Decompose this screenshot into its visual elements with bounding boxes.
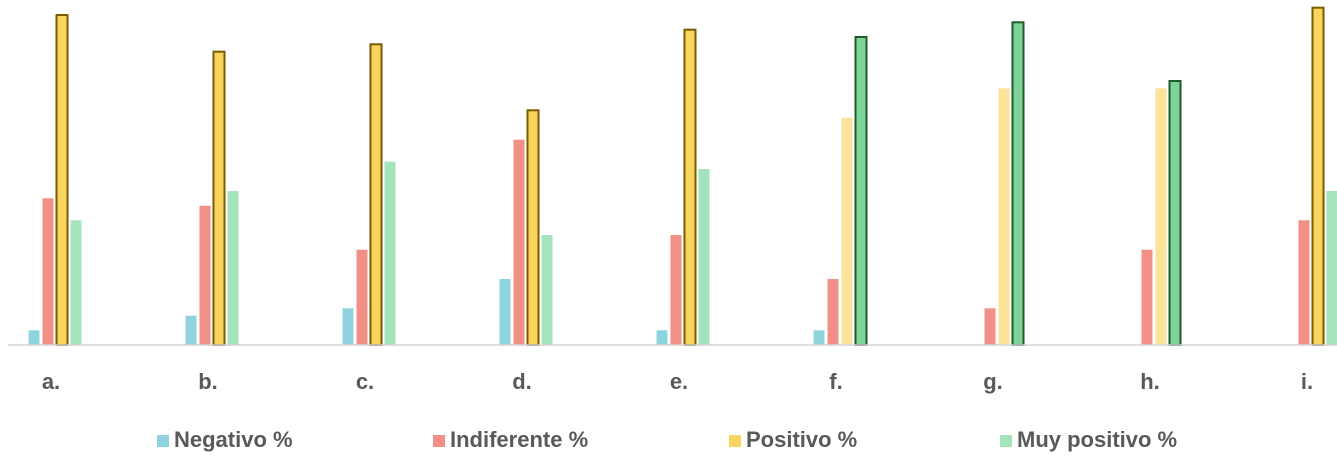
bar-indiferente-i bbox=[1298, 220, 1310, 345]
bar-positivo-g bbox=[998, 88, 1010, 346]
legend-label-indiferente: Indiferente % bbox=[450, 427, 588, 452]
bar-indiferente-b bbox=[199, 205, 211, 345]
legend-swatch-positivo bbox=[729, 435, 741, 447]
x-tick-label-b: b. bbox=[198, 369, 218, 394]
x-tick-label-g: g. bbox=[983, 369, 1003, 394]
bar-positivo-h bbox=[1155, 88, 1167, 346]
bar-positivo-a bbox=[55, 14, 69, 346]
legend-label-muy-positivo: Muy positivo % bbox=[1017, 427, 1177, 452]
bar-indiferente-d bbox=[513, 139, 525, 345]
x-tick-label-d: d. bbox=[512, 369, 532, 394]
x-tick-label-a: a. bbox=[42, 369, 60, 394]
bar-negativo-e bbox=[656, 330, 668, 345]
bar-muy-positivo-h bbox=[1168, 80, 1182, 346]
legend: Negativo % Indiferente % Positivo % Muy pos… bbox=[157, 427, 1177, 452]
x-tick-label-i: i. bbox=[1301, 369, 1313, 394]
bar-muy-positivo-i bbox=[1326, 191, 1337, 345]
bar-muy-positivo-e bbox=[698, 169, 710, 345]
bar-negativo-b bbox=[185, 315, 197, 345]
x-tick-label-f: f. bbox=[829, 369, 842, 394]
bar-positivo-e bbox=[683, 28, 697, 346]
bar-positivo-d bbox=[526, 109, 540, 346]
bar-indiferente-f bbox=[827, 279, 839, 345]
bar-positivo-b bbox=[212, 50, 226, 346]
bar-negativo-f bbox=[813, 330, 825, 345]
bar-negativo-c bbox=[342, 308, 354, 345]
legend-swatch-negativo bbox=[157, 435, 169, 447]
x-tick-label-c: c. bbox=[356, 369, 374, 394]
bar-indiferente-e bbox=[670, 235, 682, 345]
bar-positivo-c bbox=[369, 43, 383, 347]
bar-muy-positivo-g bbox=[1011, 21, 1025, 347]
legend-swatch-indiferente bbox=[433, 435, 445, 447]
legend-label-negativo: Negativo % bbox=[174, 427, 293, 452]
bar-muy-positivo-f bbox=[854, 36, 868, 346]
bar-muy-positivo-a bbox=[70, 220, 82, 345]
bars-layer bbox=[28, 6, 1337, 347]
legend-item-indiferente: Indiferente % bbox=[433, 427, 588, 452]
legend-item-negativo: Negativo % bbox=[157, 427, 293, 452]
bar-indiferente-c bbox=[356, 249, 368, 345]
legend-item-muy-positivo: Muy positivo % bbox=[1000, 427, 1177, 452]
bar-muy-positivo-d bbox=[541, 235, 553, 345]
bar-indiferente-h bbox=[1141, 249, 1153, 345]
legend-item-positivo: Positivo % bbox=[729, 427, 857, 452]
bar-indiferente-a bbox=[42, 198, 54, 345]
legend-swatch-muy-positivo bbox=[1000, 435, 1012, 447]
bar-positivo-f bbox=[841, 117, 853, 345]
bar-positivo-i bbox=[1311, 6, 1325, 346]
x-tick-label-h: h. bbox=[1140, 369, 1160, 394]
bar-muy-positivo-b bbox=[227, 191, 239, 345]
x-tick-label-e: e. bbox=[670, 369, 688, 394]
bar-negativo-d bbox=[499, 279, 511, 345]
bar-negativo-a bbox=[28, 330, 40, 345]
legend-label-positivo: Positivo % bbox=[746, 427, 857, 452]
bar-muy-positivo-c bbox=[384, 161, 396, 345]
x-tick-labels: a. b. c. d. e. f. g. h. i. bbox=[42, 369, 1313, 394]
bar-indiferente-g bbox=[984, 308, 996, 345]
